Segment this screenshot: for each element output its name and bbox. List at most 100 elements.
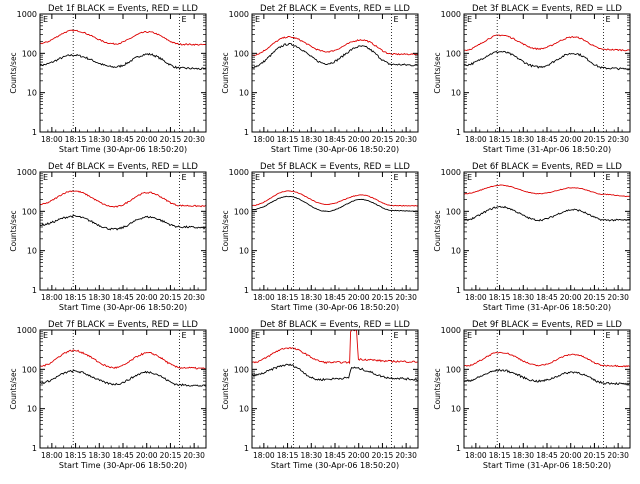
x-tick-label: 18:30: [300, 293, 322, 302]
series-line-events: [464, 205, 631, 222]
event-marker-label: E: [181, 173, 186, 182]
series-line-lld: [39, 190, 207, 208]
series-line-events: [39, 52, 207, 71]
y-tick-label: 1000: [229, 10, 249, 19]
event-marker-label: E: [605, 15, 610, 24]
y-tick-label: 100: [234, 207, 249, 216]
x-axis-label: Start Time (30-Apr-06 18:50:20): [271, 461, 399, 470]
series-line-lld: [39, 349, 207, 370]
x-tick-label: 18:00: [41, 451, 63, 460]
chart-title: Det 7f BLACK = Events, RED = LLD: [48, 320, 198, 330]
x-tick-label: 20:30: [607, 451, 629, 460]
y-tick-label: 100: [22, 365, 37, 374]
event-marker-label: E: [181, 331, 186, 340]
event-marker-label: E: [467, 331, 472, 340]
x-tick-label: 20:00: [136, 135, 158, 144]
x-tick-label: 20:30: [183, 135, 205, 144]
y-tick-label: 100: [446, 49, 461, 58]
y-tick-label: 1: [244, 444, 249, 453]
series-line-lld: [463, 184, 631, 198]
plot-frame: [39, 13, 207, 133]
y-tick-label: 100: [234, 365, 249, 374]
x-axis-label: Start Time (30-Apr-06 18:50:20): [59, 461, 187, 470]
x-axis-label: Start Time (30-Apr-06 18:50:20): [59, 303, 187, 312]
chart-title: Det 4f BLACK = Events, RED = LLD: [48, 162, 198, 172]
event-marker-label: E: [43, 331, 48, 340]
y-tick-label: 1: [32, 128, 37, 137]
x-tick-label: 18:30: [512, 293, 534, 302]
x-tick-label: 20:15: [372, 451, 394, 460]
event-marker-label: E: [181, 15, 186, 24]
y-axis-label: Counts/sec: [433, 368, 442, 409]
x-tick-label: 20:00: [348, 135, 370, 144]
plot-frame: [463, 171, 631, 291]
series-line-lld: [251, 190, 419, 207]
series-line-events: [39, 214, 207, 231]
x-tick-label: 18:15: [489, 135, 511, 144]
y-tick-label: 100: [22, 49, 37, 58]
x-tick-label: 20:30: [607, 135, 629, 144]
plot-frame: [463, 13, 631, 133]
y-tick-label: 1000: [441, 168, 461, 177]
x-tick-label: 18:00: [41, 293, 63, 302]
x-tick-label: 18:45: [112, 135, 134, 144]
chart-title: Det 1f BLACK = Events, RED = LLD: [48, 4, 198, 14]
y-axis-label: Counts/sec: [221, 52, 230, 93]
plot-frame: [251, 171, 419, 291]
y-axis-label: Counts/sec: [9, 210, 18, 251]
y-tick-label: 100: [22, 207, 37, 216]
y-tick-label: 10: [239, 89, 249, 98]
x-tick-label: 18:00: [465, 293, 487, 302]
series-line-lld: [464, 34, 631, 52]
y-tick-label: 1: [32, 444, 37, 453]
series-line-events: [463, 50, 631, 71]
x-tick-label: 20:15: [372, 135, 394, 144]
series-line-events: [251, 42, 419, 69]
y-tick-label: 10: [239, 405, 249, 414]
x-tick-label: 18:30: [300, 135, 322, 144]
x-tick-label: 18:15: [277, 135, 299, 144]
event-marker-label: E: [605, 331, 610, 340]
x-tick-label: 20:15: [160, 135, 182, 144]
x-tick-label: 18:45: [536, 135, 558, 144]
x-axis-label: Start Time (30-Apr-06 18:50:20): [271, 303, 399, 312]
x-tick-label: 18:45: [324, 293, 346, 302]
x-tick-label: 18:45: [324, 451, 346, 460]
event-marker-label: E: [43, 15, 48, 24]
event-marker-label: E: [393, 331, 398, 340]
y-tick-label: 1: [244, 128, 249, 137]
x-tick-label: 18:30: [88, 135, 110, 144]
x-tick-label: 18:15: [65, 451, 87, 460]
x-axis-label: Start Time (31-Apr-06 18:50:20): [483, 461, 611, 470]
y-axis-label: Counts/sec: [433, 210, 442, 251]
plot-frame: [251, 329, 419, 449]
y-tick-label: 1: [32, 286, 37, 295]
y-tick-label: 1000: [17, 168, 37, 177]
y-tick-label: 10: [27, 89, 37, 98]
x-tick-label: 18:45: [112, 451, 134, 460]
x-tick-label: 18:30: [88, 451, 110, 460]
x-axis-label: Start Time (31-Apr-06 18:50:20): [483, 303, 611, 312]
x-tick-label: 20:15: [160, 293, 182, 302]
x-axis-label: Start Time (31-Apr-06 18:50:20): [483, 145, 611, 154]
x-tick-label: 20:15: [160, 451, 182, 460]
x-tick-label: 18:15: [489, 451, 511, 460]
y-tick-label: 100: [234, 49, 249, 58]
x-tick-label: 20:30: [183, 293, 205, 302]
x-tick-label: 18:00: [253, 135, 275, 144]
x-tick-label: 18:30: [88, 293, 110, 302]
y-axis-label: Counts/sec: [221, 210, 230, 251]
y-tick-label: 100: [446, 365, 461, 374]
y-axis-label: Counts/sec: [221, 368, 230, 409]
series-line-events: [463, 368, 631, 386]
y-tick-label: 10: [27, 405, 37, 414]
chart-title: Det 6f BLACK = Events, RED = LLD: [472, 162, 622, 172]
series-line-lld: [251, 329, 418, 365]
series-line-lld: [251, 36, 419, 56]
y-tick-label: 1000: [229, 168, 249, 177]
